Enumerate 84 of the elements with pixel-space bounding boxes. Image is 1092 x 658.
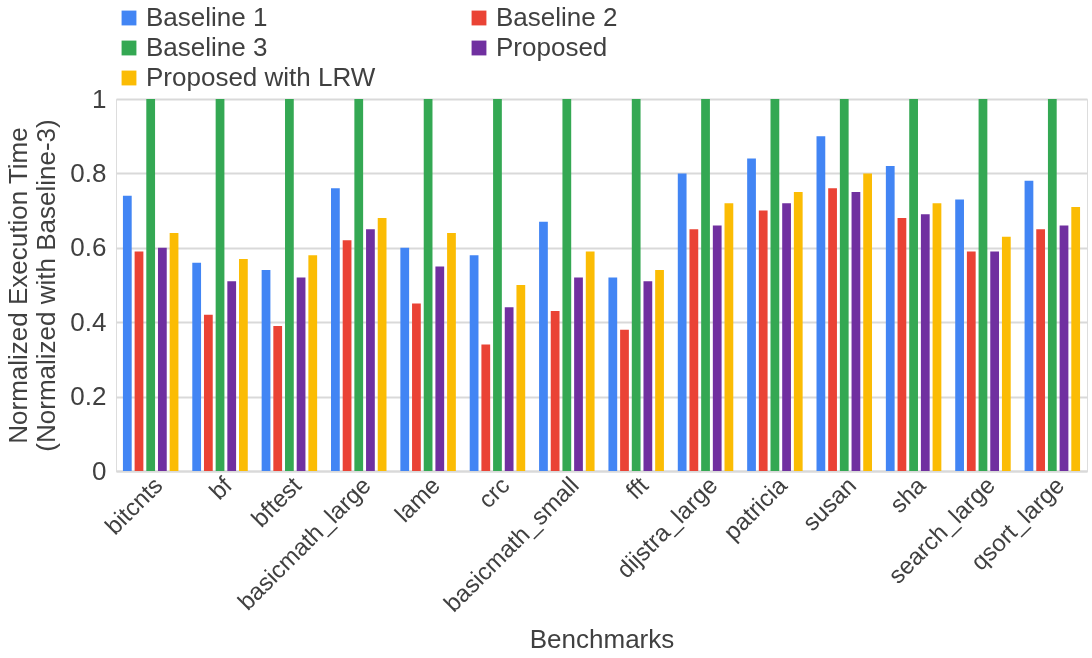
bar (435, 266, 445, 471)
bar (504, 307, 514, 471)
bar (539, 221, 548, 471)
bar (828, 188, 837, 471)
bar (712, 225, 722, 471)
bar (990, 251, 1000, 471)
bar (620, 329, 629, 471)
bar (770, 99, 780, 471)
y-axis-title: Normalized Execution Time (Normalized with Baseline-3) (3, 119, 62, 452)
bar (308, 255, 318, 471)
bar (192, 262, 202, 471)
x-axis-title: Benchmarks (529, 623, 675, 654)
bar (932, 203, 942, 471)
bar (689, 229, 699, 471)
bar (215, 99, 225, 471)
bar (134, 251, 144, 471)
bar (955, 199, 964, 471)
bar (747, 158, 756, 471)
bar (978, 99, 988, 471)
x-tick-label: bf (203, 471, 238, 505)
bar (562, 99, 572, 471)
bar (400, 247, 410, 471)
bar (851, 192, 861, 471)
bar (516, 285, 526, 471)
legend-label: Baseline 3 (146, 32, 268, 62)
bar (239, 258, 248, 471)
bar (966, 251, 976, 471)
bar (608, 277, 618, 471)
bar (412, 303, 421, 471)
legend-label: Proposed with LRW (146, 62, 376, 92)
bar (227, 281, 237, 471)
bar (157, 247, 167, 471)
bar (423, 99, 433, 471)
bar (273, 325, 283, 471)
bar (342, 240, 352, 471)
bar (1024, 180, 1034, 471)
bar (1047, 99, 1057, 471)
bar (331, 188, 340, 471)
bar (493, 99, 502, 471)
bar (758, 210, 768, 471)
bar (296, 277, 306, 471)
bar (701, 99, 710, 471)
legend-label: Baseline 1 (146, 2, 268, 32)
bar (631, 99, 641, 471)
y-tick-label: 0 (92, 455, 107, 486)
bar (782, 203, 791, 471)
bar (481, 344, 491, 471)
bar (724, 203, 734, 471)
bar (469, 255, 479, 471)
bar (285, 99, 294, 471)
bar (1059, 225, 1069, 471)
bar (909, 99, 918, 471)
bar (643, 281, 653, 471)
legend-label: Baseline 2 (496, 2, 618, 32)
bar (655, 270, 664, 471)
bar (447, 232, 456, 471)
bar (1036, 229, 1046, 471)
bar (839, 99, 849, 471)
bar (550, 311, 560, 471)
bar (885, 165, 895, 471)
bar (574, 277, 583, 471)
bar (203, 314, 213, 471)
bar (377, 218, 387, 471)
bar (920, 214, 930, 471)
bar (146, 99, 156, 471)
bar (677, 173, 687, 471)
bar (354, 99, 364, 471)
bar (793, 192, 803, 471)
y-tick-label: 0.2 (70, 381, 107, 412)
bar (169, 232, 179, 471)
y-tick-label: 0.6 (70, 232, 107, 263)
bar (1001, 236, 1011, 471)
bar (863, 173, 872, 471)
bar (816, 136, 826, 471)
bar (1071, 206, 1081, 471)
bar (585, 251, 595, 471)
y-tick-label: 0.8 (70, 157, 107, 188)
bar (897, 218, 907, 471)
legend-label: Proposed (496, 32, 608, 62)
bar (366, 229, 375, 471)
bar (122, 195, 132, 471)
bar (261, 270, 271, 471)
y-tick-label: 0.4 (70, 306, 107, 337)
y-tick-label: 1 (92, 83, 107, 114)
